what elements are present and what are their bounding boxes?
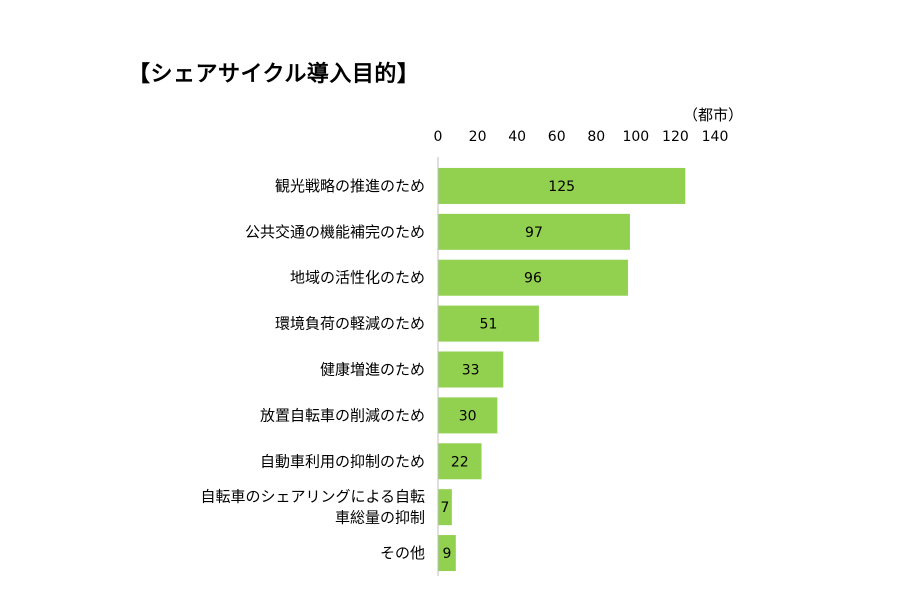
bar xyxy=(438,535,456,572)
x-axis-ticks: 0 20 40 60 80 100 120 140 xyxy=(434,129,729,145)
bar-value-label: 30 xyxy=(459,408,477,424)
x-tick-label: 100 xyxy=(622,129,649,145)
category-label: その他 xyxy=(380,544,425,562)
category-label: 自動車利用の抑制のため xyxy=(260,452,425,470)
bar xyxy=(438,489,452,526)
x-tick-label: 20 xyxy=(469,129,487,145)
bar-value-label: 9 xyxy=(442,546,451,562)
bar-value-label: 51 xyxy=(480,317,498,333)
x-tick-label: 80 xyxy=(587,129,605,145)
category-labels: 観光戦略の推進のため公共交通の機能補完のため地域の活性化のため環境負荷の軽減のた… xyxy=(200,177,425,562)
bar xyxy=(438,167,686,204)
bar-value-label: 7 xyxy=(440,500,449,516)
category-label: 公共交通の機能補完のため xyxy=(245,223,425,241)
value-labels: 125 97 96 51 33 30 22 7 9 xyxy=(440,179,575,562)
bar xyxy=(438,397,498,434)
category-label: 環境負荷の軽減のため xyxy=(275,315,425,333)
bar-value-label: 97 xyxy=(525,225,543,241)
bar-value-label: 96 xyxy=(524,271,542,287)
bar xyxy=(438,443,482,480)
bar xyxy=(438,259,628,296)
category-label: 地域の活性化のため xyxy=(290,269,425,287)
bar-value-label: 22 xyxy=(451,454,469,470)
bar xyxy=(438,213,630,250)
bars xyxy=(438,167,686,572)
x-tick-label: 120 xyxy=(662,129,689,145)
category-label: 自転車のシェアリングによる自転 xyxy=(200,488,425,506)
bar xyxy=(438,305,539,342)
axis-unit-label: （都市） xyxy=(683,106,744,124)
x-tick-label: 140 xyxy=(702,129,729,145)
x-tick-label: 0 xyxy=(434,129,443,145)
bar-value-label: 125 xyxy=(548,179,575,195)
category-label: 放置自転車の削減のため xyxy=(260,406,425,424)
chart-title: 【シェアサイクル導入目的】 xyxy=(128,62,420,87)
category-label: 観光戦略の推進のため xyxy=(275,177,425,195)
x-tick-label: 60 xyxy=(548,129,566,145)
bar-value-label: 33 xyxy=(462,363,480,379)
category-label: 健康増進のため xyxy=(320,361,425,379)
x-tick-label: 40 xyxy=(508,129,526,145)
bar xyxy=(438,351,504,388)
category-label: 車総量の抑制 xyxy=(335,509,425,527)
